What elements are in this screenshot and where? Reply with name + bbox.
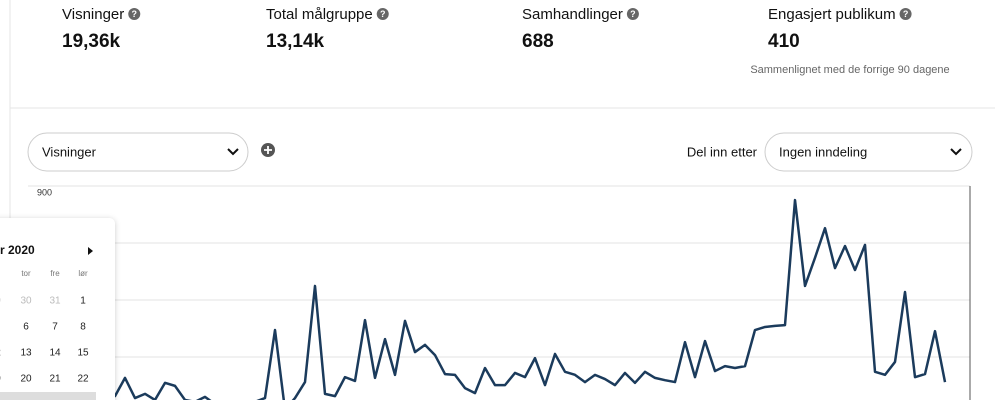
day: 6 — [23, 322, 29, 333]
metric-label: Visninger — [62, 6, 124, 23]
metric-label: Engasjert publikum — [768, 6, 896, 23]
metric-label: Total målgruppe — [266, 6, 373, 23]
split-label: Del inn etter — [687, 144, 758, 159]
plot: 900 — [28, 185, 970, 400]
day: 8 — [80, 322, 86, 333]
series-line — [34, 198, 947, 400]
metric-value: 688 — [522, 31, 554, 52]
help-mark: ? — [380, 9, 386, 19]
metrics: Visninger ? 19,36k Total målgruppe ? 13,14k Sa… — [62, 6, 912, 52]
plus-icon — [264, 146, 272, 154]
metric-value: 410 — [768, 31, 800, 52]
day: 9 — [0, 296, 1, 307]
help-mark: ? — [132, 9, 138, 19]
split-select[interactable] — [764, 132, 973, 172]
day: 9 — [0, 374, 1, 385]
weekday: lør — [78, 269, 88, 278]
comparison-note: Sammenlignet med de forrige 90 dagene — [750, 64, 949, 76]
calendar-grid: tor fre lør 9 30 31 1 6 7 8 2 13 14 15 9 20 21 22 — [0, 269, 89, 385]
calendar-panel — [0, 218, 115, 400]
day: 13 — [20, 348, 32, 359]
chevron — [950, 148, 962, 156]
help-icon — [128, 8, 141, 20]
day: 14 — [49, 348, 61, 359]
metric-value: 13,14k — [266, 31, 325, 52]
help-icon — [899, 8, 912, 20]
y-tick-label: 900 — [37, 187, 52, 197]
calendar: r 2020 tor fre lør 9 30 31 1 6 7 8 2 13 14 15 9 20 21 22 — [0, 218, 115, 400]
split-select-text: Ingen inndeling — [779, 144, 867, 159]
day: 31 — [49, 296, 61, 307]
day: 7 — [52, 322, 58, 333]
help-mark: ? — [630, 9, 636, 19]
weekday: tor — [21, 269, 31, 278]
metric-select-text: Visninger — [42, 144, 97, 159]
metric-select[interactable] — [27, 132, 249, 172]
day: 15 — [77, 348, 89, 359]
calendar-month: r 2020 — [0, 243, 35, 257]
selected-range — [0, 392, 96, 400]
day: 30 — [20, 296, 32, 307]
day: 21 — [49, 374, 61, 385]
day: 22 — [77, 374, 89, 385]
metric-value: 19,36k — [62, 31, 121, 52]
chevron — [227, 148, 239, 156]
day: 2 — [0, 348, 1, 359]
help-icon — [376, 8, 389, 20]
day: 1 — [80, 296, 86, 307]
day: 20 — [20, 374, 32, 385]
metric-label: Samhandlinger — [522, 6, 623, 23]
weekday: fre — [50, 269, 60, 278]
help-icon — [626, 8, 639, 20]
help-mark: ? — [903, 9, 909, 19]
next-month[interactable] — [88, 247, 93, 255]
